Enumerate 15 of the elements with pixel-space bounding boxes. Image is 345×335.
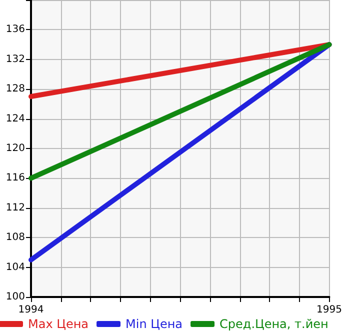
y-tick-label: 116 [6,172,25,184]
x-tick-label: 1994 [18,304,44,316]
y-tick-label: 108 [6,232,25,244]
y-tick-label: 128 [6,84,25,95]
y-tick-label: 132 [6,54,25,65]
x-tick-label: 1995 [316,304,342,316]
legend-label: Min Цена [126,317,183,331]
y-tick-label: 112 [6,202,25,214]
legend-label: Max Цена [28,317,89,331]
y-tick-label: 104 [6,262,25,273]
legend-label: Сред.Цена, т.йен [220,317,328,331]
y-tick-label: 136 [6,24,25,36]
y-tick-label: 124 [6,113,25,124]
y-tick-label: 120 [6,143,25,154]
y-tick-label: 100 [6,292,25,302]
